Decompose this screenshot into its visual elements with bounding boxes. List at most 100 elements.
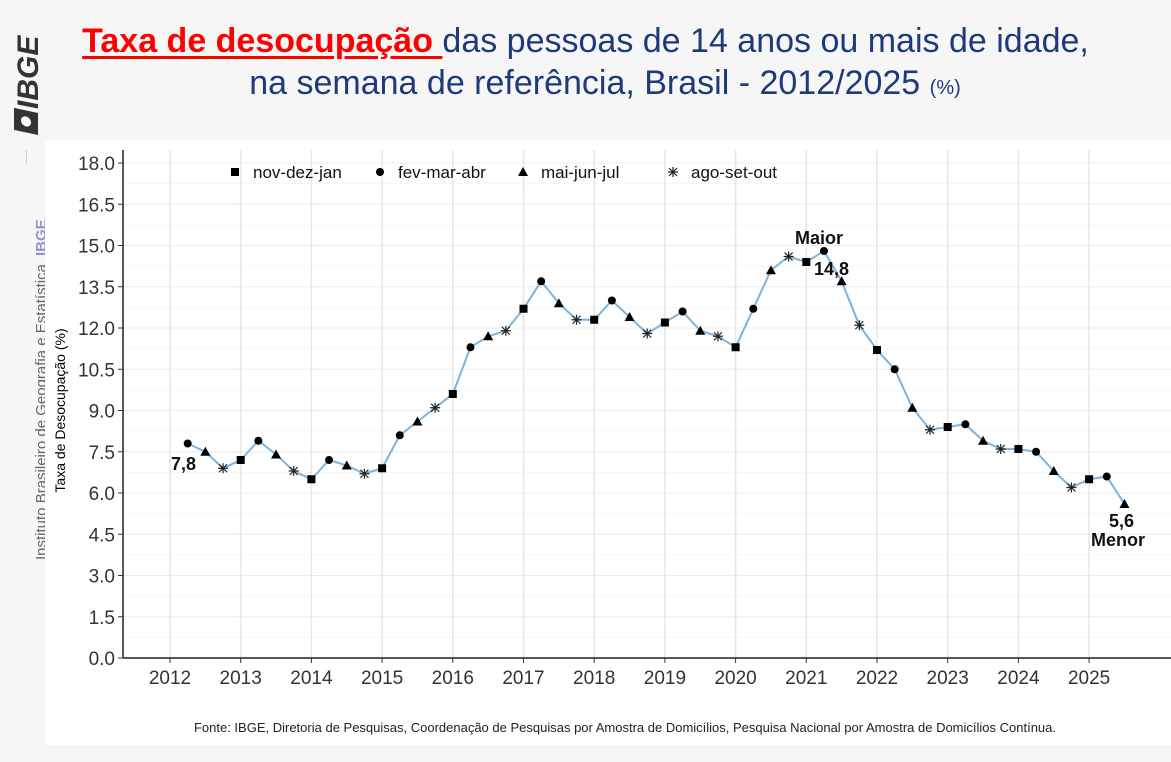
data-point-circle [325,456,334,464]
y-tick-label: 13.5 [78,278,115,299]
data-point-triangle [1119,499,1130,508]
data-point-square [307,475,316,484]
data-point-square [378,464,387,473]
data-point-square [448,390,457,398]
y-axis-label: Taxa de Desocupação (%) [52,328,68,492]
data-point-square [236,456,245,464]
x-tick-label: 2012 [149,668,191,689]
data-point-triangle [624,312,635,321]
legend-label: nov-dez-jan [253,163,342,182]
y-tick-label: 3.0 [89,567,115,588]
data-point-square [519,304,528,313]
ibge-logo: IBGE [12,35,45,135]
data-point-asterisk [500,325,511,336]
data-point-square [873,346,881,354]
legend-label: mai-jun-jul [541,163,619,182]
x-tick-label: 2018 [573,668,615,689]
data-point-triangle [553,298,564,308]
y-tick-label: 4.5 [89,525,115,546]
y-tick-label: 0.0 [89,649,115,670]
annotation-min-label: Menor [1091,530,1145,550]
x-tick-label: 2022 [856,668,898,689]
x-tick-label: 2021 [785,668,827,689]
data-point-square [731,343,740,352]
data-point-asterisk [925,424,936,435]
data-point-triangle [271,449,282,459]
y-tick-label: 6.0 [89,484,115,505]
data-point-asterisk [430,402,441,413]
title-line2-text: na semana de referência, Brasil - 2012/2… [249,64,921,102]
data-point-triangle [200,446,211,456]
data-point-triangle [1048,466,1059,475]
x-tick-label: 2015 [361,668,403,689]
data-point-circle [819,247,828,255]
data-point-circle [254,436,263,445]
data-point-square [660,318,669,327]
legend-marker-circle [376,168,384,176]
x-tick-label: 2016 [432,668,474,689]
legend-label: fev-mar-abr [398,163,486,182]
y-tick-label: 9.0 [89,402,115,423]
annotation-min-value: 5,6 [1109,511,1134,531]
legend-label: ago-set-out [691,163,777,182]
x-tick-label: 2019 [644,668,686,689]
data-point-square [1085,475,1094,484]
data-point-circle [749,304,758,313]
legend-marker-asterisk [668,167,678,177]
x-tick-label: 2024 [997,668,1040,689]
y-tick-label: 7.5 [89,443,115,464]
data-point-circle [183,439,192,448]
data-point-triangle [483,331,494,341]
annotation-max-value: 14,8 [814,259,849,279]
chart-title-line1: Taxa de desocupação das pessoas de 14 an… [0,22,1171,61]
legend-marker-square [231,168,239,176]
title-unit: (%) [929,77,961,99]
data-point-circle [466,343,475,352]
y-tick-label: 1.5 [89,608,115,629]
x-tick-label: 2023 [927,668,969,689]
data-point-asterisk [218,463,229,474]
annotation-first-value: 7,8 [171,454,196,474]
data-point-circle [890,365,899,374]
chart-panel: 0.0 1.5 3.0 4.5 6.0 7.5 9.0 10.5 12.0 13.5 15.0 16.… [45,140,1171,745]
data-point-triangle [695,325,706,335]
data-point-triangle [978,435,989,445]
data-point-circle [395,431,404,440]
svg-text:IBGE: IBGE [12,35,45,109]
title-rest: das pessoas de 14 anos ou mais de idade, [442,22,1089,60]
data-point-square [943,423,952,431]
data-point-asterisk [288,466,299,476]
y-tick-label: 12.0 [78,319,115,340]
data-point-square [590,315,599,324]
data-point-circle [678,307,687,316]
x-tick-label: 2014 [290,668,333,689]
data-point-circle [1032,447,1041,456]
data-point-circle [1102,472,1111,481]
y-tick-label: 10.5 [78,360,115,381]
data-point-square [1014,445,1023,453]
data-point-asterisk [712,331,723,342]
x-tick-label: 2017 [502,668,544,689]
data-point-square [802,258,811,266]
data-point-circle [961,420,970,429]
data-point-triangle [836,276,847,286]
data-point-triangle [412,416,423,426]
data-point-asterisk [995,444,1006,454]
legend-marker-triangle [518,167,528,176]
source-note: Fonte: IBGE, Diretoria de Pesquisas, Coo… [193,720,1057,735]
data-point-asterisk [854,320,865,331]
y-tick-label: 16.5 [78,195,115,216]
data-point-asterisk [359,468,370,479]
data-point-asterisk [571,314,582,325]
data-point-asterisk [783,251,794,262]
x-tick-label: 2020 [714,668,756,689]
sidebar-divider [26,150,27,164]
line-chart: 0.0 1.5 3.0 4.5 6.0 7.5 9.0 10.5 12.0 13.5 15.0 16.… [52,150,1171,689]
y-tick-label: 18.0 [78,154,115,175]
data-point-triangle [907,402,918,412]
data-point-triangle [765,265,776,275]
annotation-max-label: Maior [795,228,843,248]
title-highlight: Taxa de desocupação [82,22,443,60]
data-point-asterisk [1066,482,1077,493]
series-line [187,249,1126,505]
